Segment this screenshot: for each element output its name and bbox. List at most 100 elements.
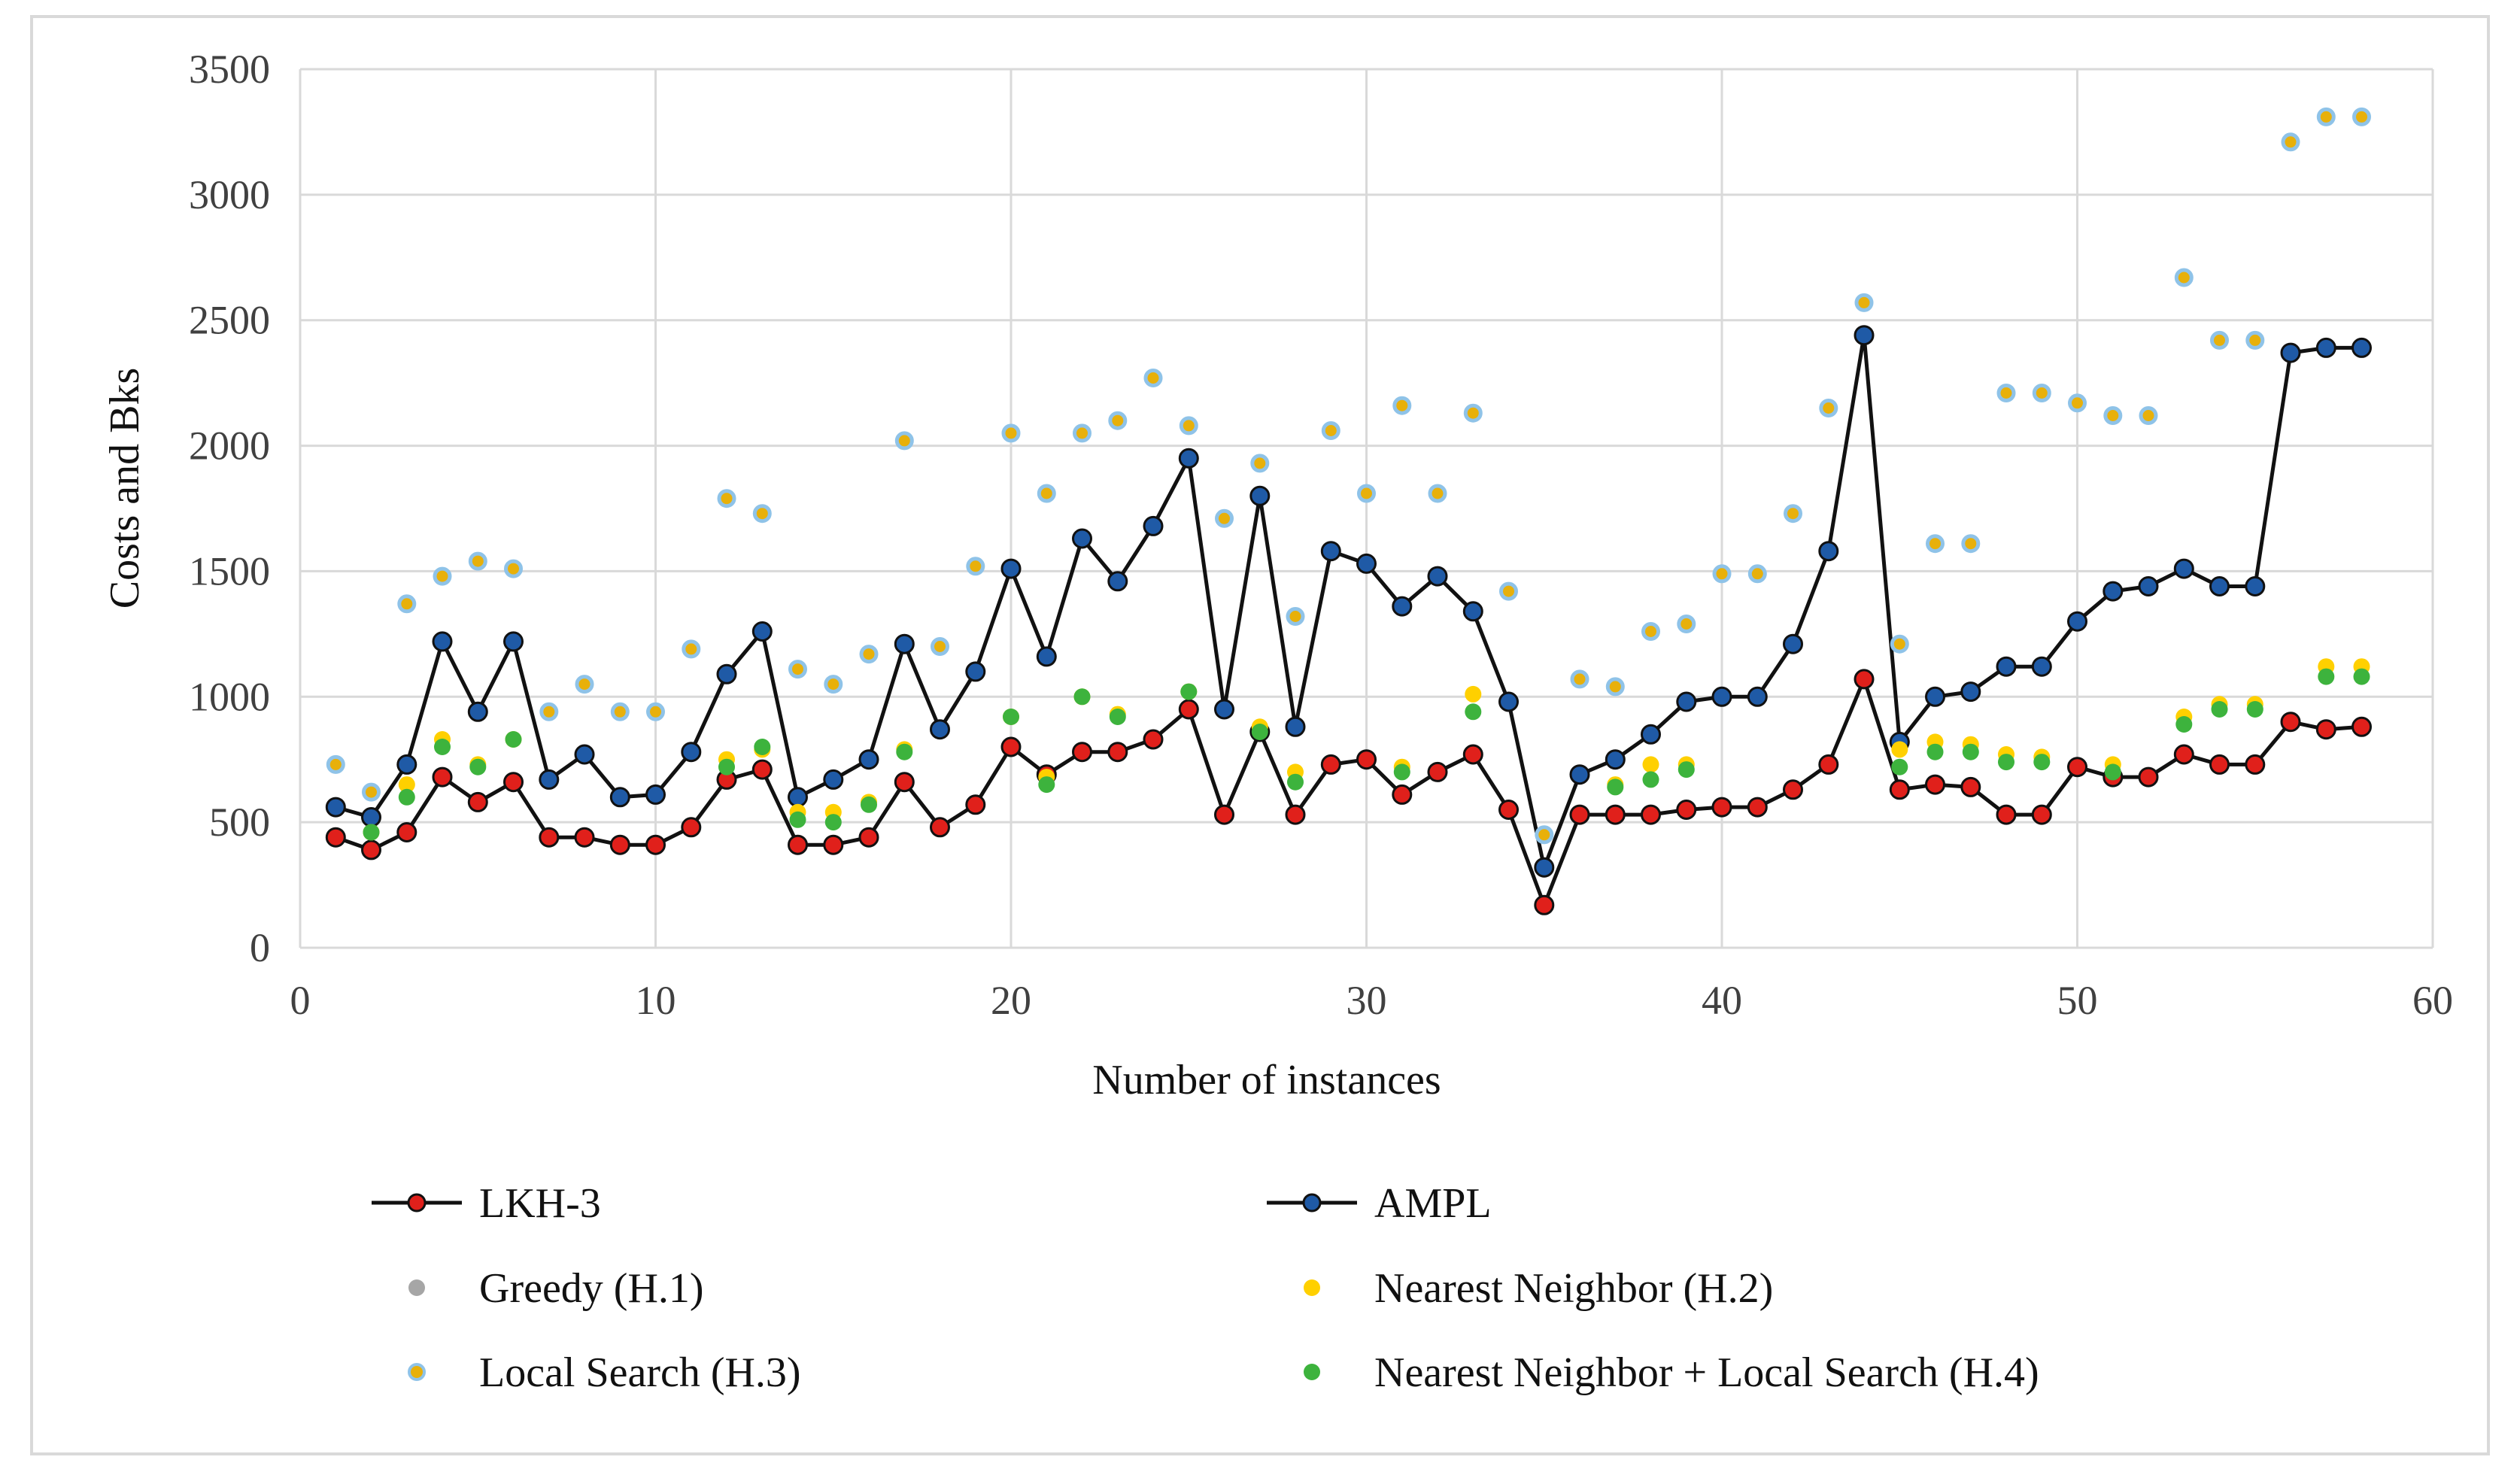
point-ampl-46 bbox=[1925, 686, 1945, 707]
y-tick-label: 1000 bbox=[189, 674, 270, 719]
point-nnls-38 bbox=[1642, 771, 1659, 788]
x-axis-title: Number of instances bbox=[1092, 1057, 1441, 1103]
point-ls-13 bbox=[752, 504, 772, 524]
point-ls-36 bbox=[1570, 669, 1589, 689]
point-nnls-20 bbox=[1003, 709, 1019, 725]
point-ls-9 bbox=[610, 702, 630, 721]
point-lkh-26 bbox=[1214, 804, 1234, 825]
point-lkh-47 bbox=[1960, 776, 1981, 797]
point-nnls-49 bbox=[2033, 754, 2051, 771]
point-nnls-58 bbox=[2353, 668, 2370, 685]
point-lkh-58 bbox=[2351, 716, 2372, 737]
point-nnls-16 bbox=[861, 796, 877, 813]
point-ls-57 bbox=[2316, 107, 2336, 126]
point-ampl-14 bbox=[788, 787, 808, 808]
point-ampl-25 bbox=[1178, 448, 1199, 469]
point-lkh-29 bbox=[1320, 754, 1341, 775]
legend-item-nnls: Nearest Neighbor + Local Search (H.4) bbox=[1304, 1349, 2039, 1396]
point-ls-42 bbox=[1784, 504, 1802, 524]
point-nnls-45 bbox=[1891, 758, 1908, 775]
point-ls-53 bbox=[2174, 268, 2194, 287]
y-tick-label: 500 bbox=[209, 800, 270, 845]
point-ampl-24 bbox=[1143, 515, 1164, 536]
point-lkh-20 bbox=[1000, 736, 1022, 757]
point-ampl-50 bbox=[2067, 611, 2087, 632]
point-nnls-55 bbox=[2246, 701, 2263, 718]
line-chart: 0 500 1000 1500 2000 2500 3000 3500 0 10 20 30 40 50… bbox=[102, 47, 2453, 1396]
point-ampl-43 bbox=[1818, 541, 1839, 562]
series-lkh bbox=[325, 669, 2372, 915]
point-nnls-37 bbox=[1607, 779, 1624, 796]
point-lkh-22 bbox=[1072, 742, 1092, 763]
point-lkh-8 bbox=[574, 827, 595, 848]
chart-frame: 0 500 1000 1500 2000 2500 3000 3500 0 10 20 30 40 50… bbox=[30, 15, 2490, 1455]
point-lkh-37 bbox=[1605, 804, 1626, 825]
point-ampl-21 bbox=[1036, 646, 1057, 667]
point-lkh-35 bbox=[1534, 894, 1555, 915]
point-nnls-17 bbox=[896, 743, 913, 760]
point-ls-43 bbox=[1819, 399, 1838, 417]
legend-item-greedy: Greedy (H.1) bbox=[408, 1265, 704, 1312]
legend-label-greedy: Greedy (H.1) bbox=[479, 1265, 704, 1312]
point-ampl-58 bbox=[2351, 337, 2372, 358]
point-ampl-47 bbox=[1960, 681, 1981, 703]
point-lkh-45 bbox=[1889, 779, 1910, 800]
point-ampl-23 bbox=[1107, 571, 1128, 592]
point-ls-25 bbox=[1179, 416, 1198, 436]
point-ls-10 bbox=[646, 702, 665, 721]
point-ampl-11 bbox=[681, 742, 702, 763]
y-tick-label: 2000 bbox=[189, 423, 270, 469]
legend-marker-nnls bbox=[1304, 1364, 1320, 1380]
point-ampl-9 bbox=[609, 787, 630, 808]
point-lkh-23 bbox=[1107, 742, 1128, 763]
point-ampl-52 bbox=[2138, 576, 2159, 596]
point-ampl-29 bbox=[1320, 541, 1341, 562]
point-lkh-9 bbox=[609, 834, 630, 855]
point-lkh-7 bbox=[539, 827, 560, 848]
point-ls-49 bbox=[2032, 384, 2051, 402]
point-nnls-27 bbox=[1251, 724, 1268, 740]
point-ls-19 bbox=[966, 557, 985, 576]
point-nnls-22 bbox=[1073, 688, 1091, 706]
point-ls-27 bbox=[1250, 454, 1270, 473]
point-ampl-42 bbox=[1783, 633, 1803, 654]
point-lkh-14 bbox=[788, 834, 808, 855]
point-ampl-26 bbox=[1214, 699, 1234, 720]
series-layer bbox=[325, 107, 2372, 915]
point-lkh-38 bbox=[1641, 804, 1661, 825]
legend-label-ls: Local Search (H.3) bbox=[479, 1349, 801, 1396]
point-ls-41 bbox=[1747, 564, 1767, 584]
point-lkh-44 bbox=[1854, 669, 1875, 690]
point-ampl-16 bbox=[858, 749, 879, 770]
point-nn-33 bbox=[1465, 685, 1482, 703]
legend-label-lkh: LKH-3 bbox=[479, 1180, 601, 1227]
point-ampl-6 bbox=[503, 631, 524, 652]
point-ampl-36 bbox=[1569, 764, 1590, 785]
point-lkh-3 bbox=[396, 822, 417, 842]
y-tick-label: 2500 bbox=[189, 298, 270, 343]
series-nnls bbox=[363, 668, 2370, 841]
point-nnls-15 bbox=[824, 814, 842, 831]
point-nnls-25 bbox=[1180, 683, 1198, 700]
point-ampl-28 bbox=[1285, 716, 1306, 737]
point-ampl-5 bbox=[467, 701, 488, 722]
x-tick-label: 40 bbox=[1702, 978, 1742, 1023]
legend-marker-ampl bbox=[1302, 1193, 1322, 1213]
point-lkh-52 bbox=[2138, 766, 2159, 788]
point-nnls-5 bbox=[469, 758, 487, 775]
point-ls-32 bbox=[1428, 484, 1447, 503]
series-greedy bbox=[327, 108, 2370, 843]
point-ls-8 bbox=[575, 675, 594, 694]
point-nnls-39 bbox=[1677, 761, 1695, 779]
point-ls-15 bbox=[824, 675, 843, 694]
legend-label-ampl: AMPL bbox=[1374, 1180, 1492, 1227]
point-lkh-17 bbox=[894, 772, 915, 793]
point-lkh-43 bbox=[1818, 754, 1839, 775]
point-ampl-39 bbox=[1676, 691, 1697, 712]
point-lkh-5 bbox=[467, 791, 488, 812]
point-lkh-54 bbox=[2209, 754, 2230, 775]
point-ampl-56 bbox=[2280, 342, 2301, 363]
point-ls-11 bbox=[682, 639, 701, 659]
series-line-lkh bbox=[335, 677, 2362, 907]
point-ls-51 bbox=[2103, 406, 2123, 425]
